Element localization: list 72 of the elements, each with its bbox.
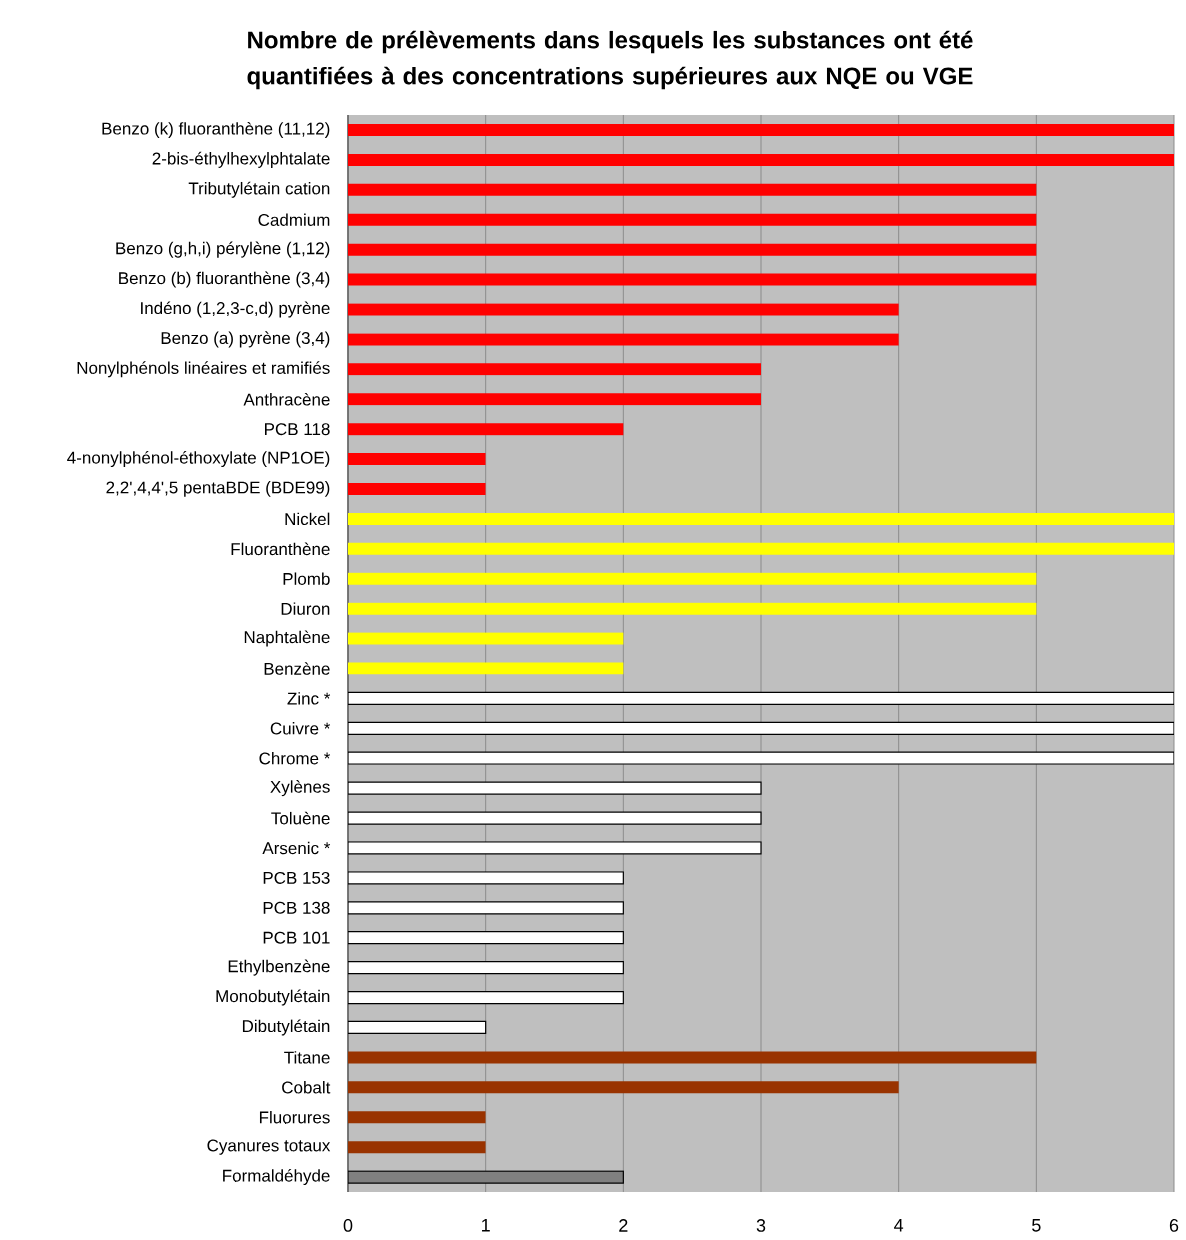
y-tick-label: Naphtalène — [244, 630, 330, 647]
y-tick-label: PCB 138 — [263, 901, 330, 914]
y-tick-label: Benzène — [264, 662, 330, 675]
bar — [348, 662, 624, 675]
y-tick-label: Benzo (g,h,i) pérylène (1,12) — [116, 241, 330, 258]
bar — [348, 123, 1174, 136]
bar — [348, 841, 762, 855]
x-tick-label: 3 — [756, 1219, 766, 1232]
bar — [348, 303, 899, 316]
y-tick-label: Cobalt — [282, 1081, 331, 1094]
y-tick-label: 2-bis-éthylhexylphtalate — [152, 151, 330, 168]
bar — [348, 453, 486, 466]
y-tick-label: Tributylétain cation — [188, 181, 330, 198]
bar — [348, 1141, 486, 1154]
x-tick-label: 1 — [482, 1219, 490, 1232]
bar — [348, 1081, 899, 1094]
y-tick-label: Nickel — [285, 512, 330, 526]
bar — [348, 183, 1037, 196]
y-tick-label: Monobutylétain — [216, 989, 330, 1006]
x-tick-label: 4 — [894, 1219, 904, 1232]
y-tick-label: Nonylphénols linéaires et ramifiés — [77, 361, 330, 378]
y-tick-label: Chrome * — [259, 751, 331, 765]
y-tick-label: Fluorures — [259, 1110, 330, 1124]
y-tick-label: 2,2',4,4',5 pentaBDE (BDE99) — [106, 481, 330, 497]
y-tick-label: Diuron — [281, 602, 330, 615]
bar — [348, 572, 1037, 585]
y-tick-label: Anthracène — [243, 392, 330, 406]
chart-title: Nombre de prélèvements dans lesquels les substances ont été quantifiées à des concentrations supérieures aux NQE ou VGE — [247, 30, 973, 90]
bar — [348, 243, 1037, 256]
y-tick-label: Cuivre * — [270, 722, 331, 735]
bar — [348, 542, 1174, 555]
y-tick-label: PCB 118 — [265, 423, 330, 436]
y-tick-label: Fluoranthène — [231, 542, 330, 556]
y-tick-label: Arsenic * — [262, 841, 331, 855]
bar — [348, 811, 762, 825]
bar — [348, 393, 761, 406]
y-tick-label: 4-nonylphénol-éthoxylate (NP1OE) — [67, 451, 330, 468]
bar — [348, 602, 1037, 615]
y-tick-label: Indéno (1,2,3-c,d) pyrène — [141, 301, 330, 318]
y-tick-label: Ethylbenzène — [228, 959, 330, 976]
bar — [348, 871, 624, 885]
bar — [348, 751, 1174, 765]
y-tick-label: Zinc * — [287, 692, 331, 705]
y-tick-label: Cyanures totaux — [207, 1139, 331, 1155]
bar — [348, 1051, 1037, 1064]
y-tick-label: Benzo (k) fluoranthène (11,12) — [102, 121, 330, 138]
y-tick-label: Benzo (b) fluoranthène (3,4) — [119, 271, 330, 288]
x-tick-label: 2 — [619, 1219, 628, 1232]
y-tick-label: Xylènes — [270, 780, 330, 797]
x-tick-label: 5 — [1032, 1219, 1041, 1232]
bar — [348, 632, 624, 645]
bar — [348, 781, 762, 795]
bar — [348, 333, 899, 346]
y-tick-label: Formaldéhyde — [223, 1169, 330, 1186]
bar — [348, 273, 1037, 286]
y-tick-label: Plomb — [283, 572, 330, 585]
y-tick-label: Cadmium — [258, 213, 330, 226]
y-tick-label: PCB 153 — [263, 871, 330, 884]
bar — [348, 153, 1174, 166]
bar — [348, 512, 1174, 525]
y-tick-label: Dibutylétain — [242, 1019, 330, 1036]
bar — [348, 482, 486, 495]
bar — [348, 423, 624, 436]
bar — [348, 1111, 486, 1124]
y-tick-label: Benzo (a) pyrène (3,4) — [161, 331, 330, 348]
x-tick-label: 0 — [343, 1219, 353, 1232]
y-tick-label: Titane — [284, 1051, 330, 1064]
bar — [348, 363, 761, 376]
y-tick-label: PCB 101 — [263, 931, 330, 944]
y-tick-label: Toluène — [271, 811, 330, 825]
bar — [348, 213, 1037, 226]
x-tick-label: 6 — [1169, 1219, 1179, 1232]
